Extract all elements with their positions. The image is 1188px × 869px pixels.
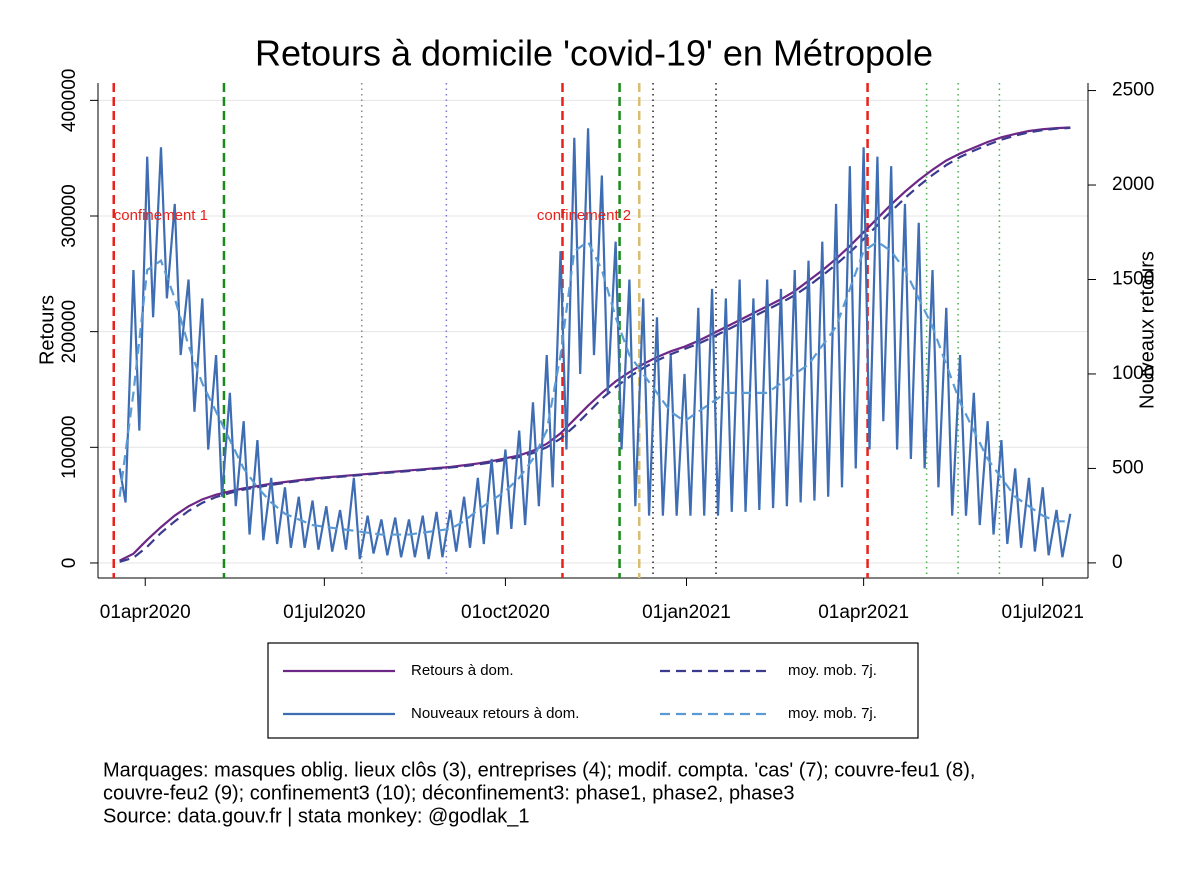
x-tick-label: 01jan2021 <box>642 602 731 623</box>
note: couvre-feu2 (9); confinement3 (10); déco… <box>103 782 795 804</box>
annotation: confinement 1 <box>114 207 208 224</box>
legend-box <box>267 642 919 739</box>
y-tick-label: 200000 <box>59 300 80 363</box>
y2-axis-title: Nouveaux retours <box>1136 251 1158 409</box>
y2-tick-label: 2000 <box>1112 174 1154 195</box>
x-tick-label: 01apr2021 <box>818 602 909 623</box>
y2-tick-label: 1500 <box>1112 269 1154 290</box>
legend-label: Nouveaux retours à dom. <box>411 705 579 722</box>
note: Source: data.gouv.fr | stata monkey: @go… <box>103 805 529 827</box>
y-tick-label: 300000 <box>59 184 80 247</box>
series-line <box>118 128 1072 560</box>
legend-label: Retours à dom. <box>411 662 514 679</box>
series-line <box>118 240 1071 536</box>
y-tick-label: 400000 <box>59 69 80 132</box>
note: Marquages: masques oblig. lieux clôs (3)… <box>103 759 975 781</box>
x-tick-label: 01oct2020 <box>461 602 550 623</box>
y-tick-label: 0 <box>59 558 80 569</box>
y2-tick-label: 500 <box>1112 457 1144 478</box>
x-tick-label: 01jul2021 <box>1002 602 1084 623</box>
annotation: confinement 2 <box>537 207 631 224</box>
y2-tick-label: 0 <box>1112 552 1123 573</box>
y-tick-label: 100000 <box>59 416 80 479</box>
legend-label: moy. mob. 7j. <box>788 662 877 679</box>
y2-tick-label: 1000 <box>1112 363 1154 384</box>
chart-title: Retours à domicile 'covid-19' en Métropo… <box>255 33 933 74</box>
y2-tick-label: 2500 <box>1112 80 1154 101</box>
series-line <box>119 126 1071 563</box>
x-tick-label: 01apr2020 <box>100 602 191 623</box>
legend-label: moy. mob. 7j. <box>788 705 877 722</box>
x-tick-label: 01jul2020 <box>283 602 365 623</box>
y-axis-title: Retours <box>36 295 58 365</box>
